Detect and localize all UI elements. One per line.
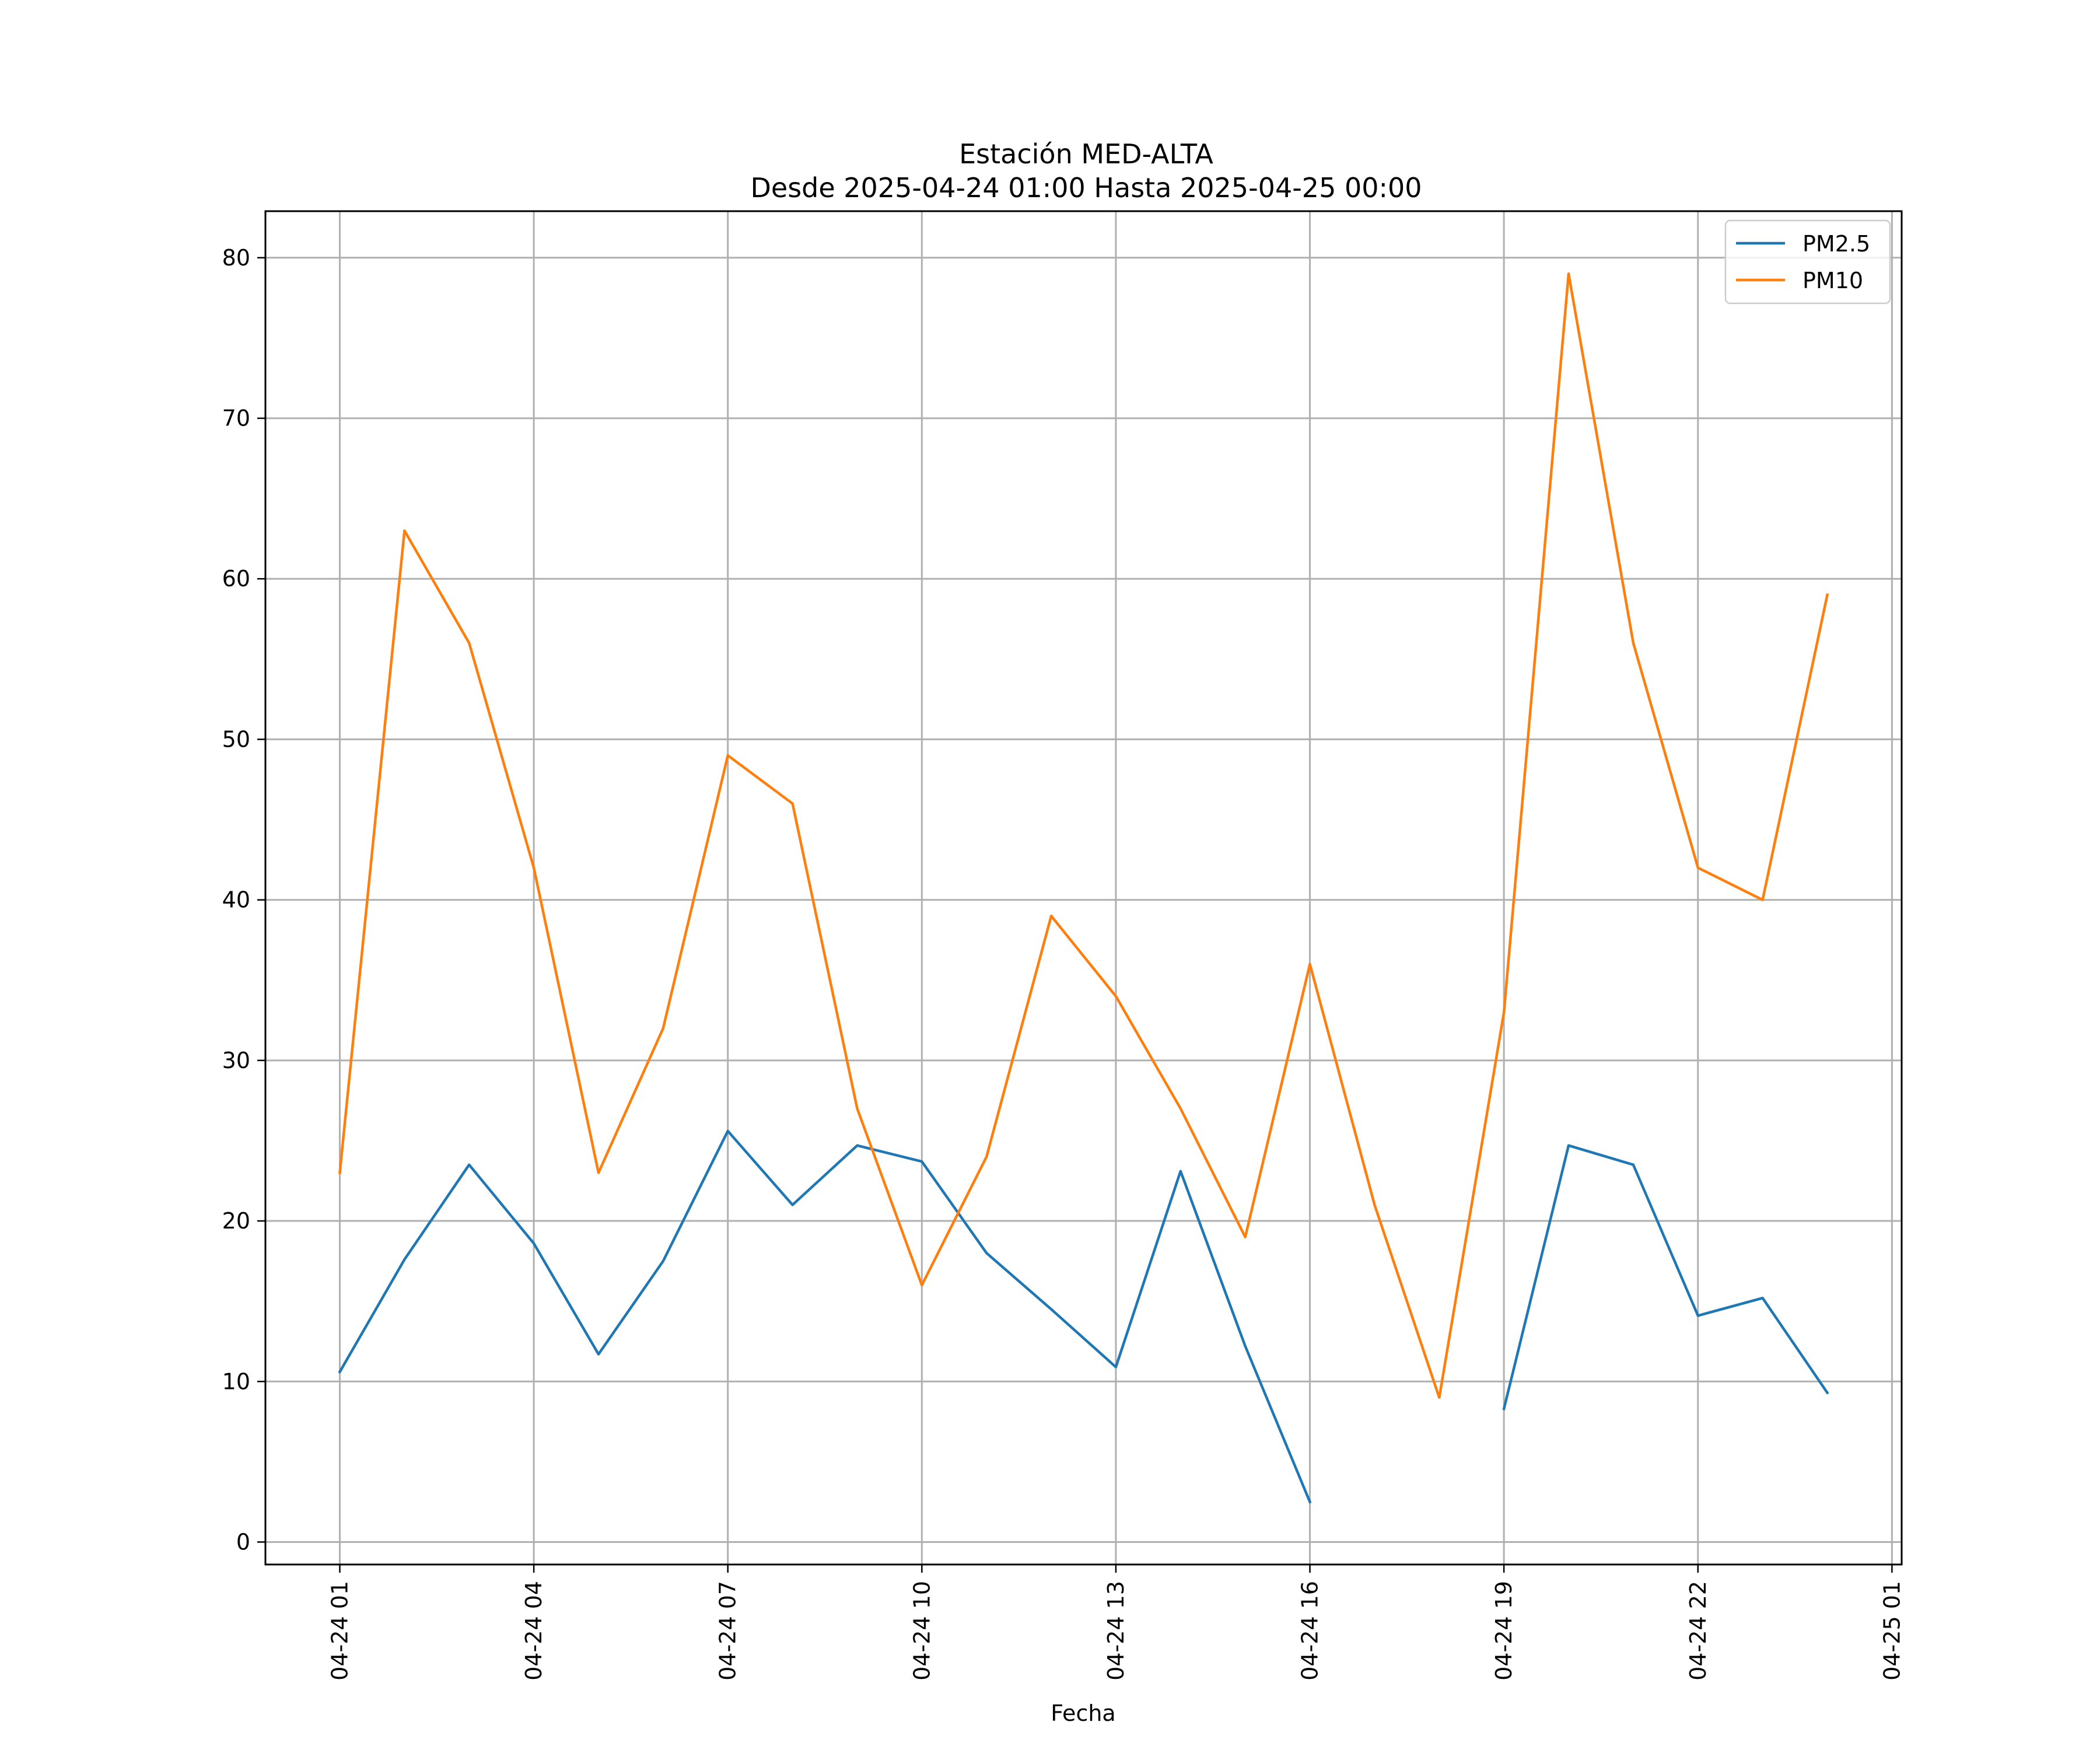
x-tick-label: 04-24 16 <box>1297 1581 1323 1681</box>
series-line-PM10 <box>338 272 1829 1399</box>
x-tick-label: 04-24 01 <box>327 1581 353 1681</box>
y-tick-label: 20 <box>222 1208 250 1234</box>
y-tick-label: 80 <box>222 245 250 271</box>
x-tick-label: 04-24 07 <box>715 1581 741 1681</box>
y-tick-label: 10 <box>222 1368 250 1394</box>
y-tick-label: 30 <box>222 1048 250 1073</box>
y-tick-label: 0 <box>236 1529 250 1555</box>
y-tick-label: 40 <box>222 887 250 913</box>
series-line-PM2.5 <box>1502 1144 1829 1410</box>
chart-title: Estación MED-ALTA <box>959 138 1213 170</box>
legend-label-pm25: PM2.5 <box>1803 231 1870 257</box>
series-PM2.5 <box>338 1129 1829 1504</box>
chart-subtitle: Desde 2025-04-24 01:00 Hasta 2025-04-25 … <box>750 172 1422 204</box>
legend: PM2.5 PM10 <box>1724 219 1891 304</box>
x-tick-label: 04-24 13 <box>1103 1581 1129 1681</box>
y-tick-label: 60 <box>222 566 250 592</box>
x-axis-label: Fecha <box>1051 1700 1115 1726</box>
grid <box>265 211 1902 1564</box>
x-tick-label: 04-24 04 <box>521 1581 547 1681</box>
series-PM10 <box>338 272 1829 1399</box>
x-tick-label: 04-24 10 <box>909 1581 935 1681</box>
y-tick-label: 70 <box>222 405 250 431</box>
x-tick-label: 04-24 22 <box>1685 1581 1711 1681</box>
legend-box <box>1724 219 1891 304</box>
plot-area-frame <box>264 210 1903 1566</box>
x-tick-label: 04-25 01 <box>1879 1581 1905 1681</box>
series-line-PM2.5 <box>338 1129 1312 1504</box>
y-tick-label: 50 <box>222 726 250 752</box>
series-layer <box>338 272 1829 1504</box>
ticks: 04-24 01 04-24 04 04-24 07 04-24 10 04-24 13… <box>222 245 1905 1681</box>
legend-label-pm10: PM10 <box>1803 268 1863 293</box>
x-tick-label: 04-24 19 <box>1491 1581 1517 1681</box>
